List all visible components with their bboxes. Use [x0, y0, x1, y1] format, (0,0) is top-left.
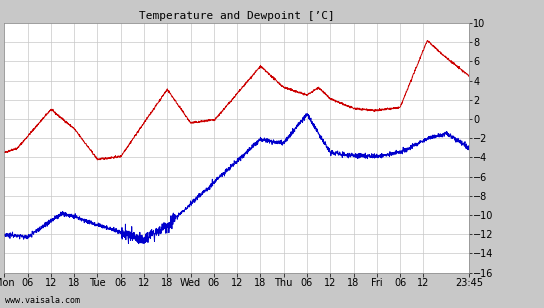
Text: www.vaisala.com: www.vaisala.com	[5, 296, 81, 305]
Title: Temperature and Dewpoint [’C]: Temperature and Dewpoint [’C]	[139, 11, 335, 21]
